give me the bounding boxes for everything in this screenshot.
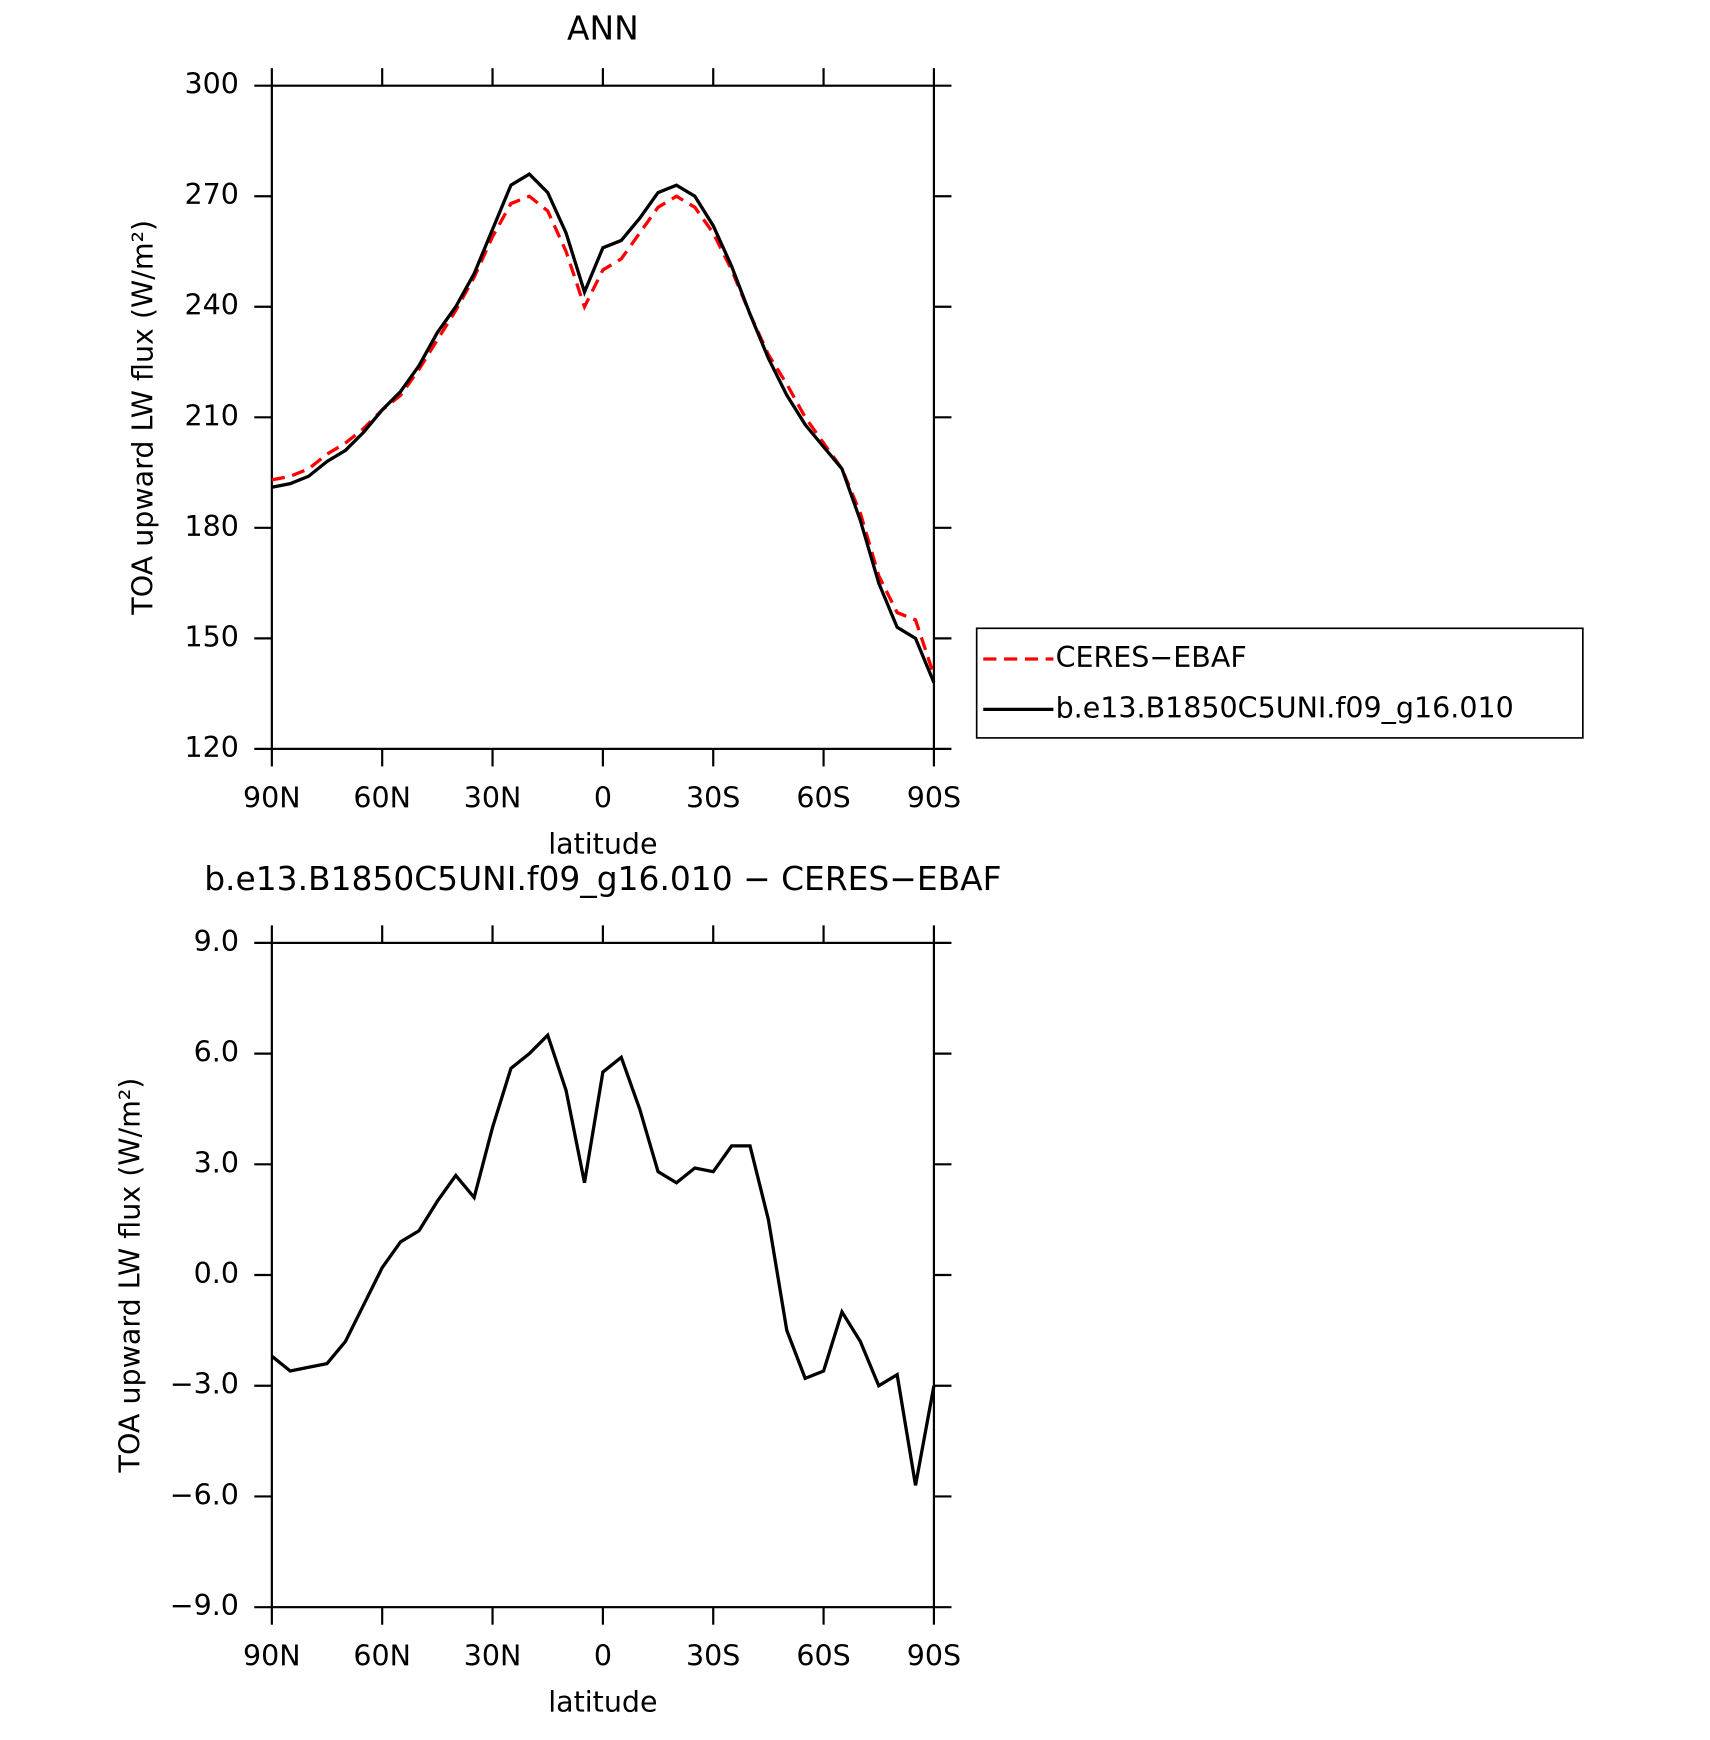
y-tick-label: −9.0 xyxy=(170,1589,239,1622)
x-tick-label: 60N xyxy=(353,781,411,814)
y-tick-label: 3.0 xyxy=(194,1146,239,1179)
x-tick-label: 30S xyxy=(686,1640,740,1673)
plot-frame xyxy=(270,84,936,750)
x-tick-label: 0 xyxy=(594,781,612,814)
x-tick-label: 60S xyxy=(796,781,850,814)
x-axis-label: latitude xyxy=(548,827,657,860)
data-line xyxy=(271,172,936,684)
x-axis-label: latitude xyxy=(548,1686,657,1719)
y-tick-label: 150 xyxy=(185,620,239,653)
x-tick-label: 60S xyxy=(796,1640,850,1673)
x-tick-label: 30S xyxy=(686,781,740,814)
y-tick-label: 9.0 xyxy=(194,925,239,958)
y-tick-label: 180 xyxy=(185,510,239,543)
legend-label: b.e13.B1850C5UNI.f09_g16.010 xyxy=(1056,691,1514,724)
y-tick-label: 270 xyxy=(185,178,239,211)
chart-title: ANN xyxy=(567,8,639,47)
data-line xyxy=(270,1032,936,1486)
y-tick-label: 0.0 xyxy=(194,1257,239,1290)
y-tick-label: 6.0 xyxy=(194,1036,239,1069)
x-tick-label: 60N xyxy=(353,1640,411,1673)
x-tick-label: 90N xyxy=(243,1640,301,1673)
x-tick-label: 90S xyxy=(907,1640,961,1673)
data-line xyxy=(271,194,936,676)
legend-label: CERES−EBAF xyxy=(1056,641,1247,674)
y-tick-label: −6.0 xyxy=(170,1478,239,1511)
y-tick-label: 240 xyxy=(185,289,239,322)
y-tick-label: 210 xyxy=(185,399,239,432)
chart-title: b.e13.B1850C5UNI.f09_g16.010 − CERES−EBA… xyxy=(204,859,1001,898)
x-tick-label: 90S xyxy=(907,781,961,814)
x-tick-label: 90N xyxy=(243,781,301,814)
x-tick-label: 30N xyxy=(464,1640,522,1673)
legend-box xyxy=(975,627,1584,739)
plot-frame xyxy=(270,941,936,1609)
y-axis-label: TOA upward LW flux (W/m²) xyxy=(114,1078,147,1474)
x-tick-label: 0 xyxy=(594,1640,612,1673)
y-tick-label: −3.0 xyxy=(170,1368,239,1401)
y-tick-label: 300 xyxy=(185,68,239,101)
x-tick-label: 30N xyxy=(464,781,522,814)
y-axis-label: TOA upward LW flux (W/m²) xyxy=(127,220,160,616)
y-tick-label: 120 xyxy=(185,731,239,764)
